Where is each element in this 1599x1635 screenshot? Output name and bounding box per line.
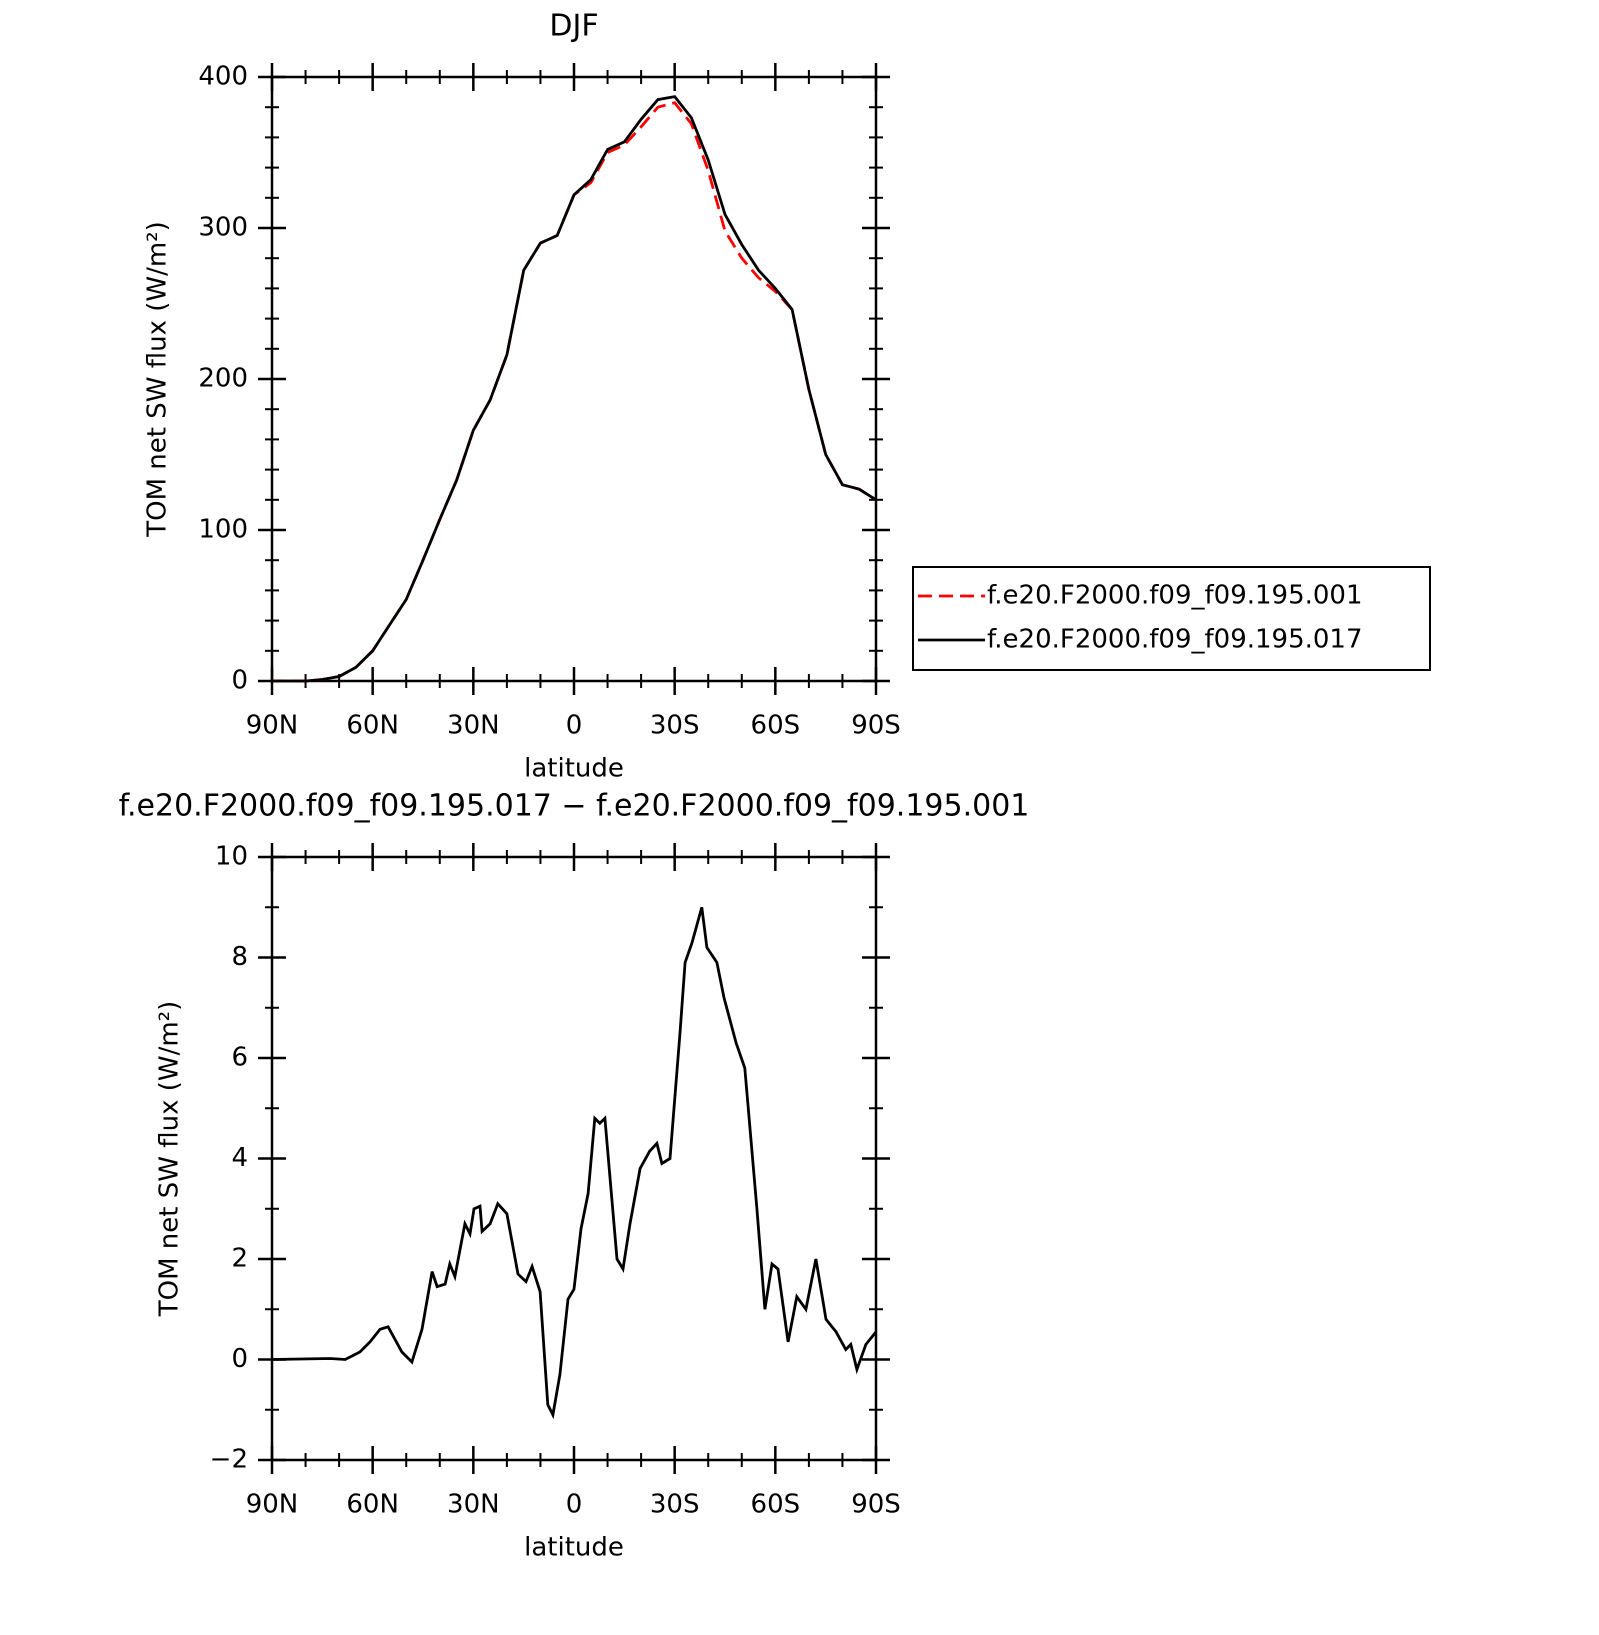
x-tick-label: 0 [566,1490,583,1520]
x-tick-label: 60S [751,711,801,741]
x-axis-label: latitude [524,1533,624,1563]
legend-label: f.e20.F2000.f09_f09.195.001 [987,581,1363,611]
x-tick-label: 30S [650,711,700,741]
y-tick-label: 8 [231,942,248,972]
y-axis-label: TOM net SW flux (W/m²) [143,221,173,537]
y-tick-label: 100 [198,515,248,545]
x-tick-label: 90S [851,1490,901,1520]
data-line [272,101,877,683]
y-axis-label: TOM net SW flux (W/m²) [155,1001,185,1317]
x-tick-label: 60S [751,1490,801,1520]
y-tick-label: 0 [231,1344,248,1374]
y-tick-label: −2 [210,1445,248,1475]
x-tick-label: 60N [346,711,399,741]
y-tick-label: 0 [231,666,248,696]
x-tick-label: 60N [346,1490,399,1520]
plot-frame [270,75,878,683]
x-tick-label: 30N [447,711,500,741]
x-axis-label: latitude [524,754,624,784]
x-tick-label: 0 [566,711,583,741]
data-line [272,95,877,683]
legend-label: f.e20.F2000.f09_f09.195.017 [987,625,1363,655]
chart-title: f.e20.F2000.f09_f09.195.017 − f.e20.F200… [119,789,1030,824]
y-tick-label: 400 [198,62,248,92]
legend-box [912,566,1431,671]
y-tick-label: 2 [231,1244,248,1274]
x-tick-label: 90N [246,711,299,741]
y-tick-label: 300 [198,213,248,243]
data-line [271,906,878,1420]
plot-frame [270,855,878,1462]
x-tick-label: 90N [246,1490,299,1520]
x-tick-label: 30S [650,1490,700,1520]
y-tick-label: 6 [231,1043,248,1073]
chart-title: DJF [549,9,598,44]
y-tick-label: 4 [231,1143,248,1173]
y-tick-label: 200 [198,364,248,394]
x-tick-label: 90S [851,711,901,741]
x-tick-label: 30N [447,1490,500,1520]
y-tick-label: 10 [215,842,248,872]
